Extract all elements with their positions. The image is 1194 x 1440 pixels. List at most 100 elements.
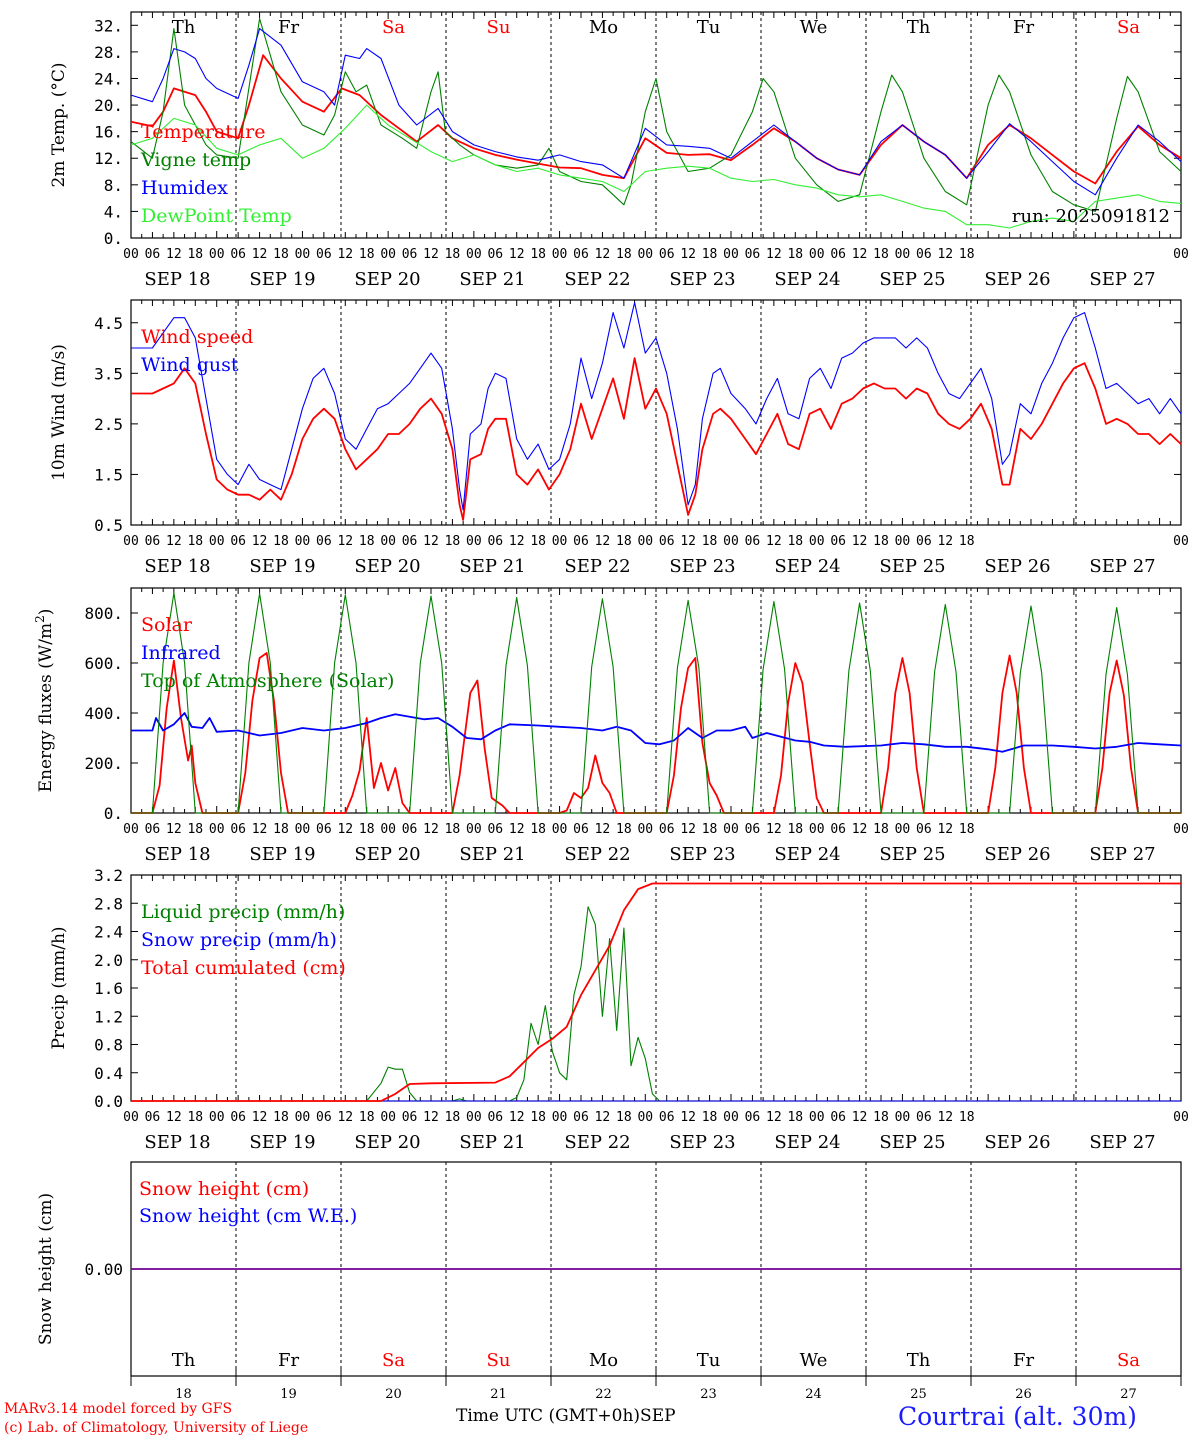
hour-label: 18 (359, 822, 375, 837)
meteogram-chart: 0.4.8.12.16.20.24.28.32.2m Temp. (°C)00 0… (33, 11, 1189, 1400)
hour-label: 06 (487, 247, 503, 262)
date-label: SEP 26 (984, 1132, 1050, 1153)
legend-entry: Wind speed (141, 326, 253, 348)
hour-label: 06 (230, 247, 246, 262)
legend-entry: Temperature (141, 121, 265, 143)
y-tick-label: 1.6 (94, 979, 123, 998)
day-number-label: 27 (1120, 1387, 1137, 1400)
hour-label: 00 (209, 1110, 225, 1125)
y-tick-label: 0.00 (84, 1260, 123, 1279)
hour-label: 12 (937, 822, 953, 837)
y-tick-label: 200. (84, 754, 123, 773)
date-label: SEP 26 (984, 556, 1050, 577)
hour-label: 06 (145, 1110, 161, 1125)
weekday-label: Tu (697, 1350, 721, 1371)
y-tick-label: 4. (104, 202, 123, 221)
hour-label: 12 (852, 822, 868, 837)
weekday-label: Sa (1117, 17, 1140, 38)
hour-label: 12 (937, 247, 953, 262)
hour-label: 18 (530, 534, 546, 549)
legend-entry: Snow height (cm) (139, 1178, 309, 1200)
hour-label: 18 (445, 822, 461, 837)
date-label: SEP 18 (144, 556, 210, 577)
hour-label: 12 (680, 247, 696, 262)
weekday-label: Mo (589, 17, 618, 38)
hour-label: 00 (209, 534, 225, 549)
hour-label: 18 (787, 534, 803, 549)
y-tick-label: 28. (94, 43, 123, 62)
date-label: SEP 22 (564, 1132, 630, 1153)
date-label: SEP 21 (459, 269, 525, 290)
hour-label: 12 (509, 534, 525, 549)
legend-entry: Vigne temp (140, 149, 251, 171)
y-tick-label: 2.5 (94, 415, 123, 434)
legend-entry: Total cumulated (cm) (141, 957, 346, 979)
hour-label: 06 (230, 1110, 246, 1125)
hour-label: 06 (316, 1110, 332, 1125)
hour-label: 06 (316, 534, 332, 549)
hour-label: 00 (723, 247, 739, 262)
hour-label: 06 (573, 822, 589, 837)
date-label: SEP 21 (459, 556, 525, 577)
day-number-label: 23 (700, 1387, 717, 1400)
y-tick-label: 32. (94, 16, 123, 35)
hour-label: 12 (852, 1110, 868, 1125)
date-label: SEP 24 (774, 844, 840, 865)
hour-label: 12 (166, 534, 182, 549)
day-number-label: 22 (595, 1387, 612, 1400)
y-tick-label: 8. (104, 176, 123, 195)
date-label: SEP 27 (1089, 844, 1155, 865)
weekday-label: Th (172, 1350, 196, 1371)
hour-label: 18 (702, 822, 718, 837)
y-tick-label: 3.5 (94, 364, 123, 383)
hour-label: 12 (166, 1110, 182, 1125)
day-number-label: 19 (280, 1387, 297, 1400)
y-tick-label: 20. (94, 96, 123, 115)
hour-label: 12 (595, 1110, 611, 1125)
hour-label: 18 (187, 247, 203, 262)
hour-label: 00 (723, 822, 739, 837)
date-label: SEP 26 (984, 844, 1050, 865)
hour-label: 18 (959, 1110, 975, 1125)
legend-entry: Wind gust (141, 354, 239, 376)
hour-label: 00 (895, 1110, 911, 1125)
hour-label: 12 (166, 247, 182, 262)
hour-label: 12 (937, 1110, 953, 1125)
y-tick-label: 600. (84, 654, 123, 673)
hour-label: 00 (466, 822, 482, 837)
hour-label: 00 (380, 247, 396, 262)
hour-label: 18 (787, 822, 803, 837)
hour-label: 00 (123, 1110, 139, 1125)
date-label: SEP 25 (879, 269, 945, 290)
legend-entry: Top of Atmosphere (Solar) (141, 670, 394, 692)
hour-label: 18 (787, 247, 803, 262)
series-line (131, 712, 1182, 753)
hour-label: 12 (423, 822, 439, 837)
hour-label: 00 (380, 822, 396, 837)
hour-label: 12 (595, 822, 611, 837)
hour-label: 06 (830, 822, 846, 837)
weekday-label: Su (487, 17, 511, 38)
hour-label: 12 (680, 534, 696, 549)
hour-label: 06 (745, 822, 761, 837)
legend-entry: Snow height (cm W.E.) (139, 1205, 357, 1227)
hour-label: 00 (637, 1110, 653, 1125)
y-tick-label: 1.5 (94, 465, 123, 484)
hour-label: 06 (402, 822, 418, 837)
hour-label: 18 (702, 1110, 718, 1125)
hour-label: 12 (766, 822, 782, 837)
hour-label: 06 (230, 534, 246, 549)
hour-label: 18 (787, 1110, 803, 1125)
hour-label: 00 (552, 247, 568, 262)
y-tick-label: 0.8 (94, 1036, 123, 1055)
weekday-label: We (800, 17, 828, 38)
hour-label: 00 (1173, 534, 1189, 549)
date-label: SEP 21 (459, 1132, 525, 1153)
time-axis-label: Time UTC (GMT+0h) (456, 1406, 641, 1426)
hour-label: 00 (295, 247, 311, 262)
hour-label: 18 (873, 1110, 889, 1125)
series-line (131, 882, 1181, 1102)
hour-label: 00 (466, 534, 482, 549)
date-label: SEP 20 (354, 1132, 420, 1153)
hour-label: 18 (530, 247, 546, 262)
